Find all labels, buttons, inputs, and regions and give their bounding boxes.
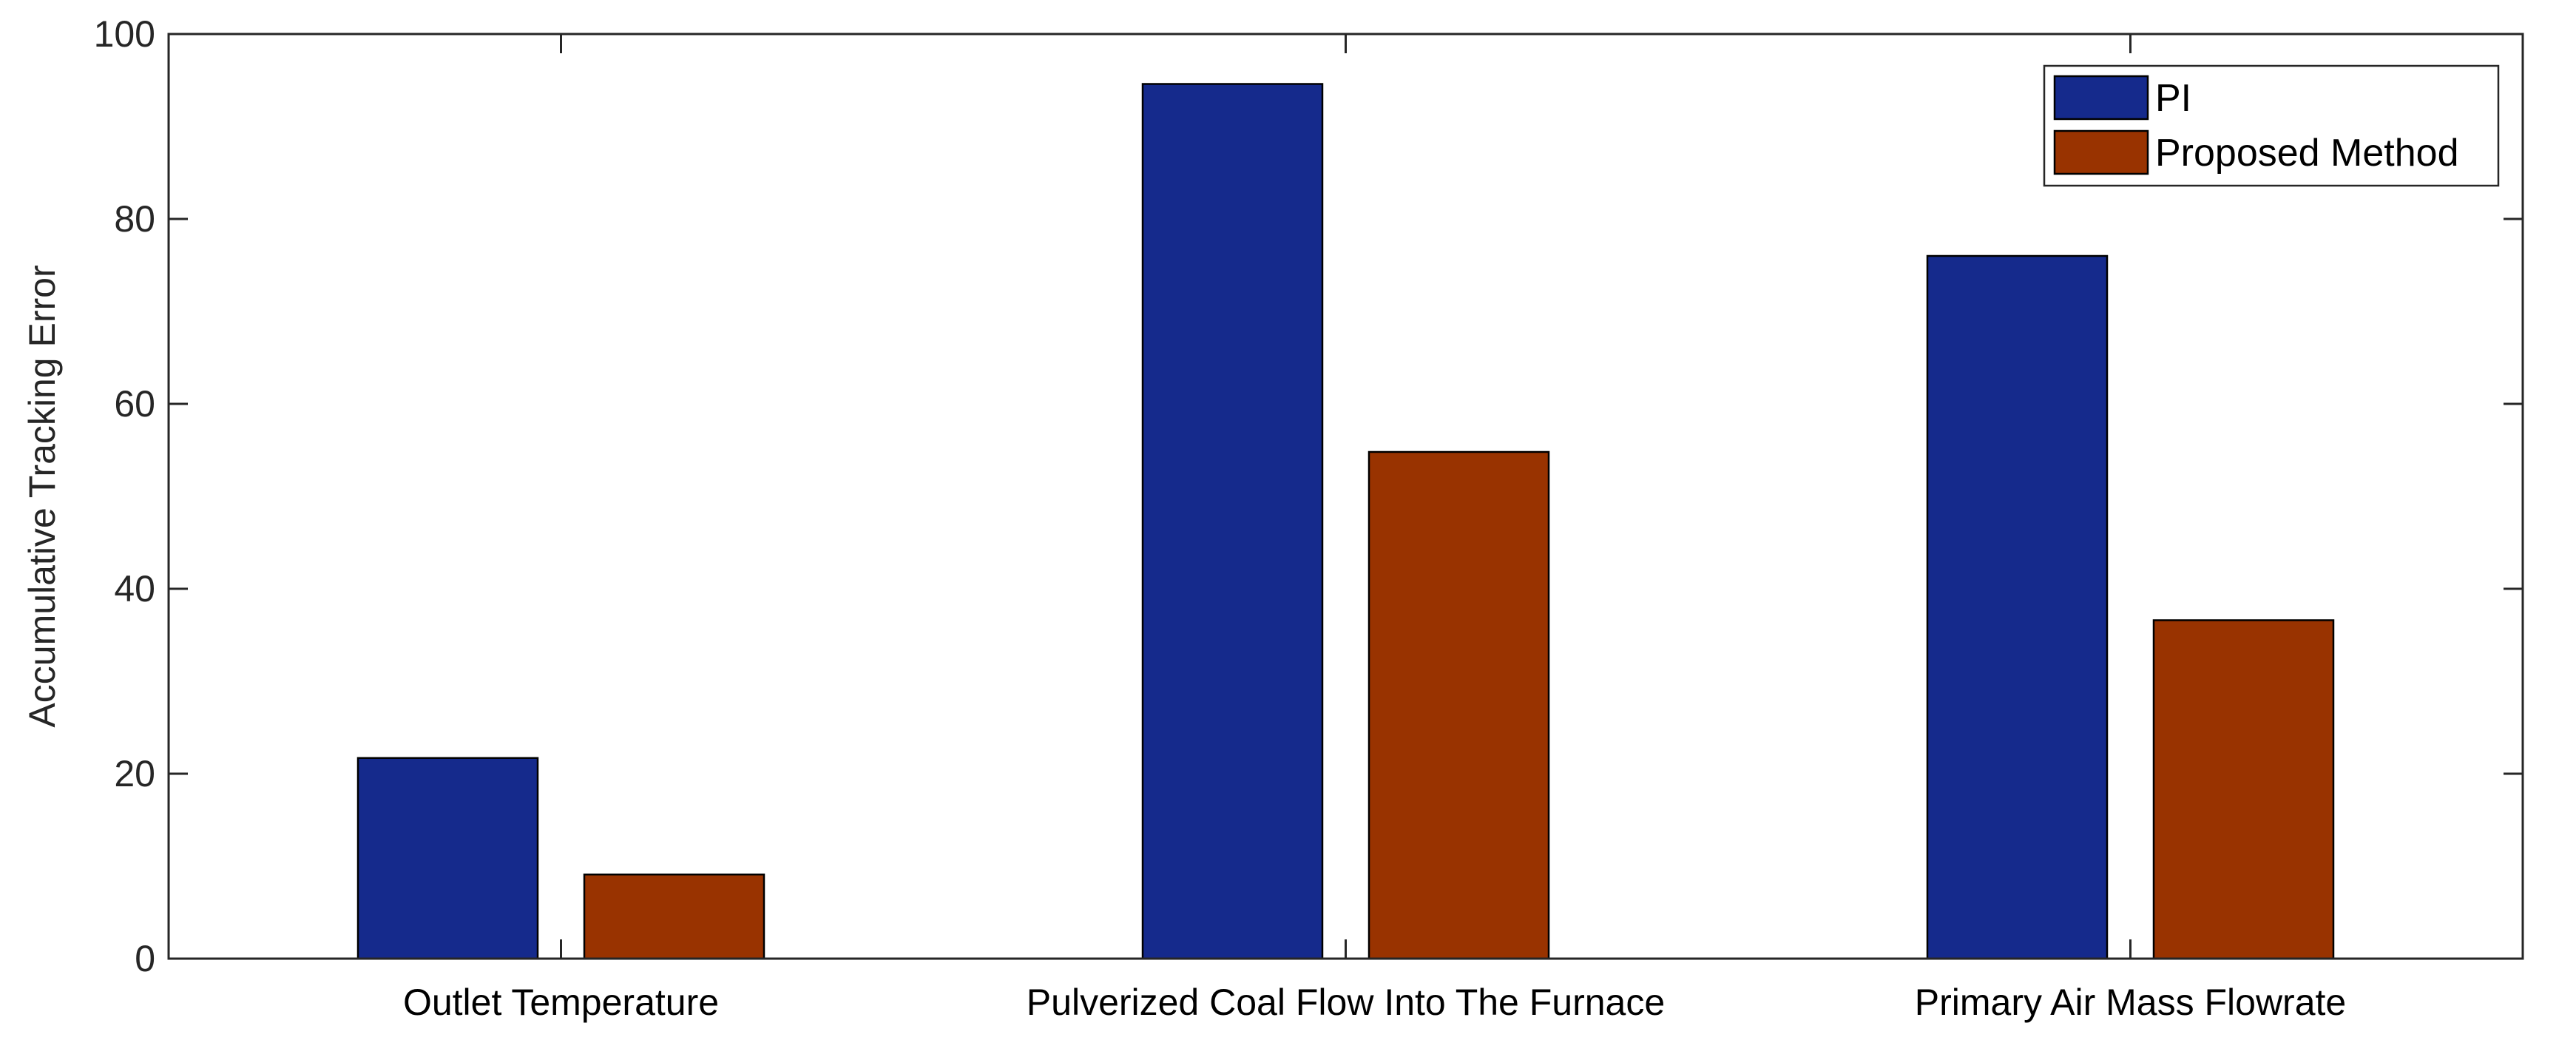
legend-label-pi: PI [2155,77,2191,120]
y-tick-label: 100 [94,13,155,55]
y-axis-tick-labels: 0 20 40 60 80 100 [94,13,155,979]
y-tick-label: 80 [114,198,155,240]
bar-pi-outlet-temperature [356,757,539,960]
legend-swatch-pi [2053,75,2149,121]
x-axis-category-labels: Outlet Temperature Pulverized Coal Flow I… [403,982,2346,1023]
legend-swatch-proposed-method [2053,129,2149,175]
bars-layer [356,83,2335,960]
y-tick-label: 20 [114,753,155,794]
axis-ticks [169,33,2523,960]
y-axis-label: Accumulative Tracking Error [21,265,63,727]
bar-proposed-method-pulverized-coal-flow-into-the-furnace [1368,450,1550,960]
x-category-label-primary-air-mass-flowrate: Primary Air Mass Flowrate [1915,982,2346,1023]
y-tick-label: 0 [135,938,155,979]
x-category-label-pulverized-coal-flow-into-the-furnace: Pulverized Coal Flow Into The Furnace [1027,982,1665,1023]
bar-proposed-method-primary-air-mass-flowrate [2152,619,2335,960]
y-tick-label: 60 [114,383,155,425]
legend: PI Proposed Method [2043,64,2500,187]
bar-pi-primary-air-mass-flowrate [1926,254,2109,960]
legend-label-proposed-method: Proposed Method [2155,132,2459,175]
bar-proposed-method-outlet-temperature [583,874,765,960]
x-category-label-outlet-temperature: Outlet Temperature [403,982,719,1023]
bar-pi-pulverized-coal-flow-into-the-furnace [1141,83,1324,960]
y-tick-label: 40 [114,568,155,610]
